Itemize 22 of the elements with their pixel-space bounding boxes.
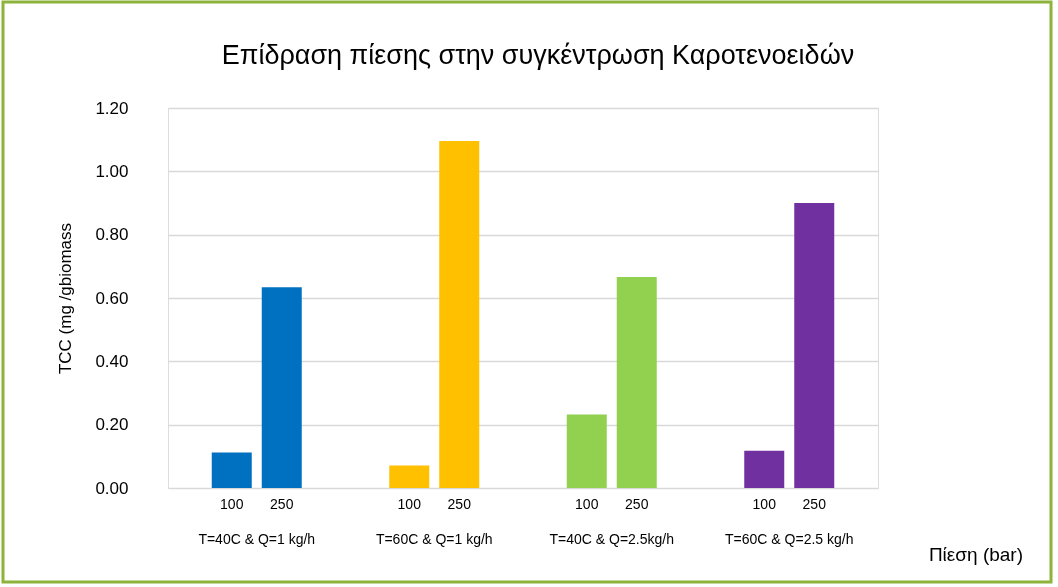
x-tick-label: 250 xyxy=(625,496,649,512)
text: T=60C & Q=1 kg/h xyxy=(375,531,493,547)
x-tick-label: 250 xyxy=(447,496,472,512)
x-tick-label: 100 xyxy=(397,496,422,512)
x-tick-label: 250 xyxy=(270,496,294,512)
text: T=40C & Q=1 kg/h xyxy=(198,531,316,547)
x-tick-label: 100 xyxy=(575,496,599,512)
text: T=60C & Q=2.5 kg/h xyxy=(725,531,854,547)
y-tick-label: 0.80 xyxy=(95,225,129,245)
x-tick-label: 250 xyxy=(802,496,827,512)
y-tick-label: 0.00 xyxy=(95,478,129,498)
x-tick-label: 100 xyxy=(752,496,777,512)
y-tick-label: 0.60 xyxy=(95,288,129,308)
y-tick-label: 0.40 xyxy=(95,351,129,371)
y-axis-title: TCC (mg /gbiomass xyxy=(56,222,76,375)
y-tick-label: 0.20 xyxy=(95,415,129,435)
y-tick-label: 1.00 xyxy=(95,161,129,181)
x-tick-label: 100 xyxy=(220,496,244,512)
y-tick-label: 1.20 xyxy=(95,98,129,118)
x-axis-title: Πίεση (bar) xyxy=(928,544,1023,565)
text: T=40C & Q=2.5kg/h xyxy=(549,531,675,547)
chart-title: Επίδραση πίεσης στην συγκέντρωση Καροτενοειδών xyxy=(221,40,855,70)
